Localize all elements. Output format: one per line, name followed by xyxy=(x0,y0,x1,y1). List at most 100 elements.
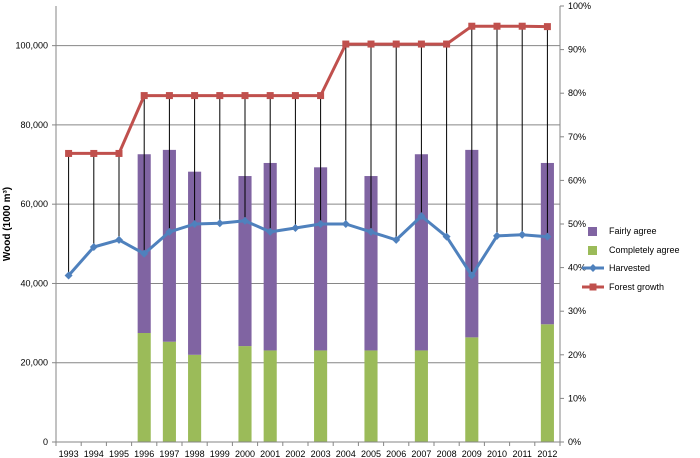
marker-forest-growth xyxy=(216,92,224,100)
x-tick-label: 1998 xyxy=(185,449,205,458)
legend-marker-harvested xyxy=(589,264,597,272)
y2-tick-label: 40% xyxy=(568,263,586,273)
marker-forest-growth xyxy=(266,92,274,100)
y-tick-label: 0 xyxy=(43,437,48,447)
bar-completely-agree xyxy=(314,350,328,442)
x-tick-label: 1994 xyxy=(84,449,104,458)
y2-tick-label: 0% xyxy=(568,437,581,447)
marker-harvested xyxy=(215,219,224,228)
y-tick-label: 100,000 xyxy=(15,41,48,51)
bar-fairly-agree xyxy=(162,149,176,342)
marker-forest-growth xyxy=(342,40,350,48)
legend-label-fairly-agree: Fairly agree xyxy=(609,226,657,236)
y2-tick-label: 30% xyxy=(568,306,586,316)
marker-forest-growth xyxy=(191,92,199,100)
y-tick-label: 40,000 xyxy=(20,278,48,288)
y2-tick-label: 10% xyxy=(568,393,586,403)
bar-fairly-agree xyxy=(540,162,554,325)
bar-fairly-agree xyxy=(414,154,428,351)
x-tick-label: 2000 xyxy=(235,449,255,458)
marker-harvested xyxy=(241,216,249,225)
x-tick-label: 2006 xyxy=(386,449,406,458)
marker-forest-growth xyxy=(65,149,73,157)
y-axis-tick-labels: 0 20,000 40,000 60,000 80,000 100,000 xyxy=(15,41,48,447)
y-tick-label: 60,000 xyxy=(20,199,48,209)
y-tick-label: 80,000 xyxy=(20,120,48,130)
x-tick-label: 1997 xyxy=(159,449,179,458)
legend-label-forest-growth: Forest growth xyxy=(609,282,664,292)
x-tick-label: 2002 xyxy=(285,449,305,458)
stacked-bars xyxy=(137,149,554,442)
marker-forest-growth xyxy=(90,149,98,157)
marker-harvested xyxy=(140,249,149,258)
line-forest-growth xyxy=(68,24,548,155)
marker-forest-growth xyxy=(518,22,526,30)
x-tick-label: 2009 xyxy=(462,449,482,458)
marker-harvested xyxy=(190,220,199,228)
marker-forest-growth xyxy=(543,23,551,31)
y-tick-label: 20,000 xyxy=(20,358,48,368)
x-tick-label: 2007 xyxy=(411,449,431,458)
y2-tick-label: 90% xyxy=(568,45,586,55)
marker-harvested xyxy=(467,271,476,280)
marker-forest-growth xyxy=(367,40,375,48)
marker-harvested xyxy=(493,231,501,240)
marker-harvested xyxy=(543,232,552,241)
gridlines xyxy=(56,45,560,364)
x-tick-label: 2005 xyxy=(361,449,381,458)
x-tick-label: 2001 xyxy=(260,449,280,458)
x-tick-label: 2011 xyxy=(513,449,532,458)
marker-harvested xyxy=(417,212,426,221)
marker-forest-growth xyxy=(317,92,325,100)
y2-tick-label: 100% xyxy=(568,1,591,11)
bar-completely-agree xyxy=(414,350,428,442)
marker-harvested xyxy=(266,227,275,236)
marker-forest-growth xyxy=(392,40,400,48)
legend-marker-forest-growth xyxy=(589,283,597,291)
bar-fairly-agree xyxy=(263,162,277,351)
marker-harvested xyxy=(165,227,174,236)
line-harvested xyxy=(67,214,548,277)
bar-fairly-agree xyxy=(314,167,328,351)
x-tick-label: 2008 xyxy=(437,449,457,458)
bar-completely-agree xyxy=(263,350,277,442)
bar-completely-agree xyxy=(465,337,479,442)
marker-forest-growth xyxy=(493,22,501,30)
x-tick-label: 1995 xyxy=(109,449,129,458)
x-tick-label: 2003 xyxy=(311,449,331,458)
y2-tick-label: 60% xyxy=(568,175,586,185)
legend-swatch-completely-agree xyxy=(588,246,597,255)
x-tick-label: 2012 xyxy=(537,449,557,458)
drop-lines xyxy=(68,26,548,276)
bar-fairly-agree xyxy=(364,176,378,351)
y-axis-title: Wood (1000 m³) xyxy=(2,187,13,261)
y2-tick-label: 20% xyxy=(568,350,586,360)
bar-completely-agree xyxy=(364,350,378,442)
y2-axis-tick-labels: 0% 10% 20% 30% 40% 50% 60% 70% 80% 90% 100% xyxy=(568,1,591,447)
marker-harvested xyxy=(115,235,123,244)
series-lines xyxy=(64,22,552,280)
marker-harvested xyxy=(89,242,98,251)
marker-harvested xyxy=(392,235,401,244)
legend-label-completely-agree: Completely agree xyxy=(609,245,680,255)
x-tick-label: 1999 xyxy=(210,449,230,458)
legend-swatch-fairly-agree xyxy=(588,227,597,236)
marker-harvested xyxy=(291,223,300,232)
y2-tick-label: 80% xyxy=(568,88,586,98)
bar-completely-agree xyxy=(137,333,151,442)
bar-completely-agree xyxy=(238,346,252,442)
x-tick-label: 1996 xyxy=(134,449,154,458)
y2-tick-label: 70% xyxy=(568,132,586,142)
marker-harvested xyxy=(367,227,375,236)
marker-harvested xyxy=(316,220,325,228)
marker-forest-growth xyxy=(468,22,476,30)
marker-forest-growth xyxy=(417,40,425,48)
marker-forest-growth xyxy=(115,149,123,157)
x-tick-label: 1993 xyxy=(59,449,79,458)
y2-tick-label: 50% xyxy=(568,219,586,229)
marker-harvested xyxy=(341,220,350,228)
bar-completely-agree xyxy=(162,341,176,442)
x-tick-label: 2004 xyxy=(336,449,356,458)
x-tick-label: 2010 xyxy=(487,449,507,458)
